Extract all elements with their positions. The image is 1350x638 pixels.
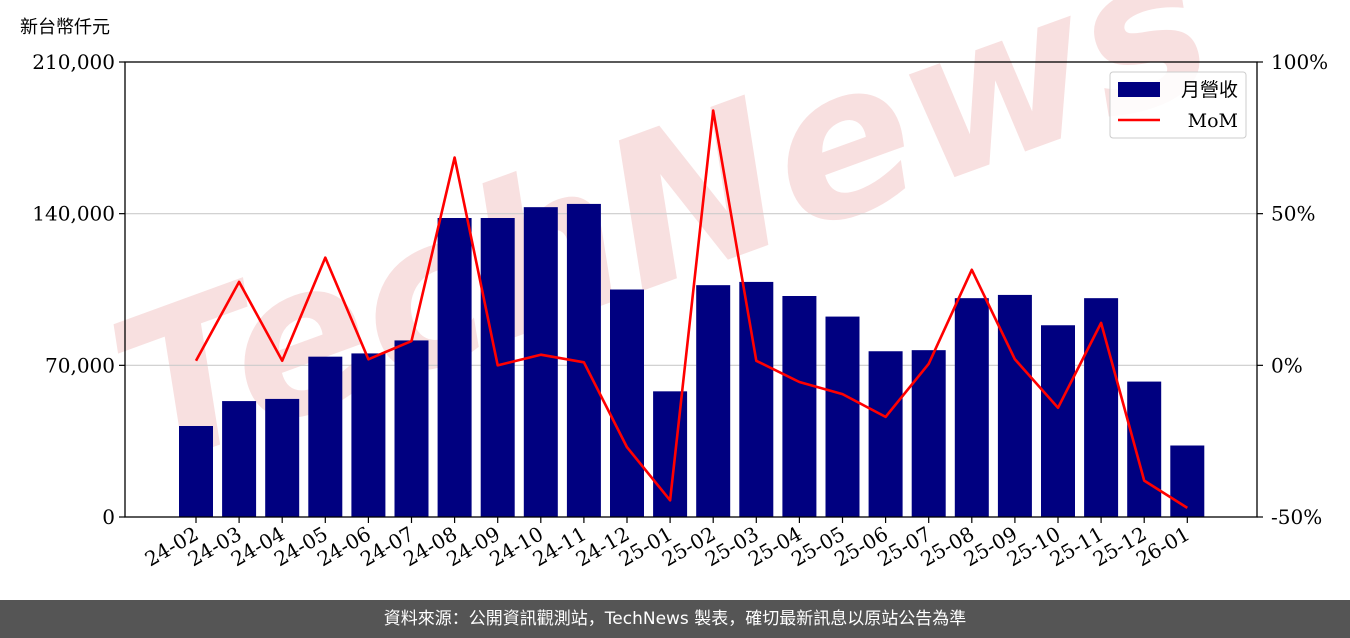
bar-24-10 [523,207,558,517]
y-right-tick-label: 0% [1271,353,1303,377]
legend: 月營收 MoM [1109,71,1247,139]
source-footer: 資料來源：公開資訊觀測站，TechNews 製表，確切最新訊息以原站公告為準 [0,600,1350,638]
bar-25-05 [825,316,860,517]
bar-24-05 [308,356,343,517]
bar-25-09 [997,294,1032,517]
bar-25-03 [739,281,774,517]
mom-line [194,109,1188,509]
revenue-chart: TechNews 070,000140,000210,000-50%0%50%1… [20,0,1328,571]
bar-24-09 [480,218,515,517]
bar-24-08 [437,218,472,517]
bar-25-02 [696,285,731,517]
bar-25-07 [911,350,946,517]
legend-label-bar: 月營收 [1181,79,1238,101]
legend-label-line: MoM [1188,110,1238,132]
bar-24-12 [610,289,644,517]
bar-25-04 [782,296,817,517]
legend-swatch-bar [1118,82,1160,97]
bar-25-06 [868,351,903,517]
plot-frame [124,61,1258,518]
y-left-tick-label: 140,000 [32,202,115,226]
y-right-tick-label: 100% [1271,50,1328,74]
bar-25-11 [1084,298,1119,517]
bar-24-06 [351,353,386,517]
bar-26-01 [1170,445,1205,517]
bar-25-10 [1041,325,1075,517]
y-left-tick-label: 0 [102,505,115,529]
y-right-tick-label: 50% [1271,202,1315,226]
bar-24-02 [179,426,213,517]
axes [124,61,1258,518]
bar-24-07 [394,340,429,517]
y-right-tick-label: -50% [1271,505,1322,529]
bar-24-03 [222,401,257,517]
bar-25-08 [954,298,989,517]
y-axis-title: 新台幣仟元 [20,17,110,38]
bar-24-04 [265,398,300,517]
bar-25-12 [1127,381,1162,517]
bar-series [179,203,1205,517]
mom-line-series [194,109,1188,509]
y-left-tick-label: 210,000 [32,50,115,74]
y-left-tick-label: 70,000 [45,353,115,377]
